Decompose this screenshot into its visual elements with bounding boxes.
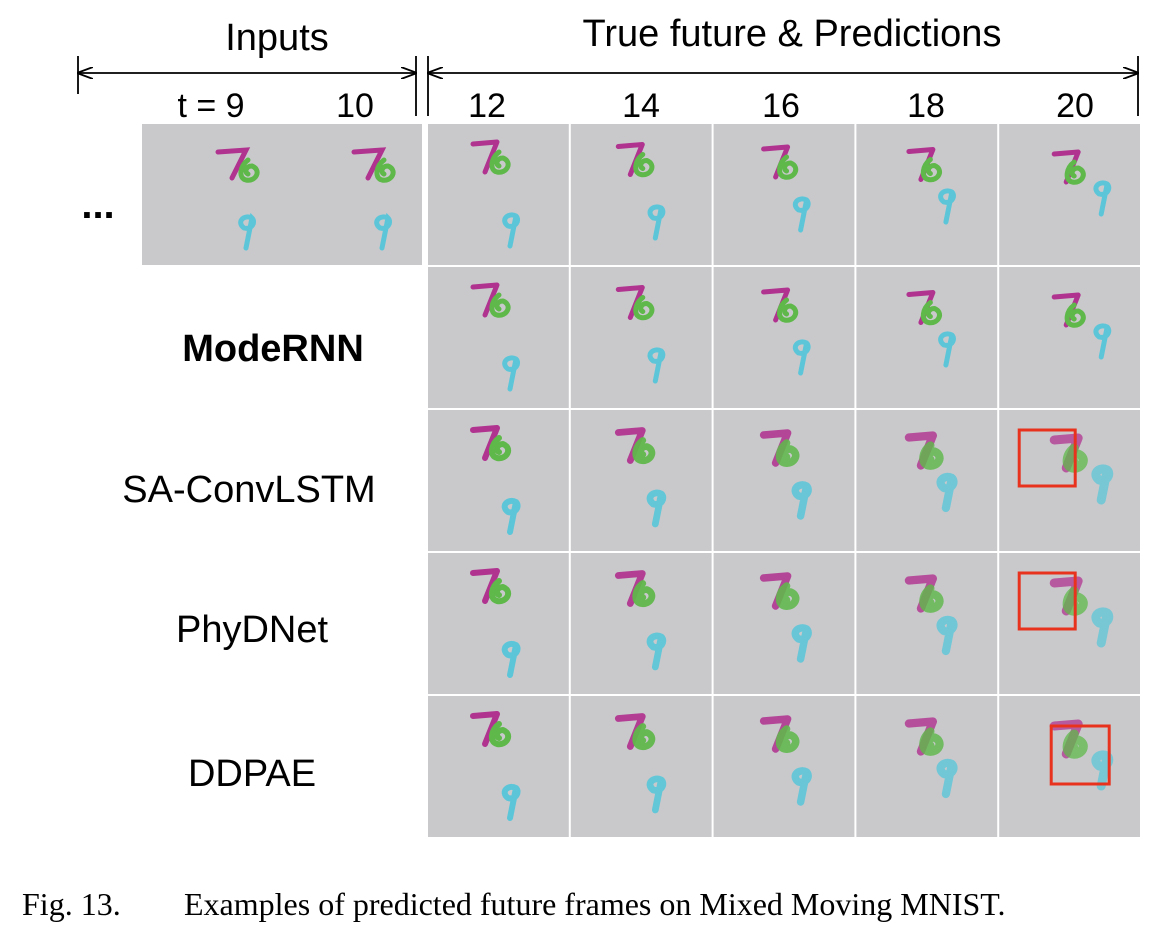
frame-row0-t14 <box>570 124 712 265</box>
frame-row3-t14 <box>570 553 712 694</box>
frame-row1-t16 <box>713 267 855 408</box>
timestep-label-t10: 10 <box>336 87 374 125</box>
inputs-header: Inputs <box>225 17 329 59</box>
row-label-ddpae: DDPAE <box>188 753 316 795</box>
frame-row1-t18 <box>856 267 998 408</box>
frame-row2-t12 <box>428 410 569 551</box>
timestep-label-t9: t = 9 <box>177 87 244 125</box>
frame-row2-t18 <box>856 410 998 551</box>
input-frame-t9 <box>215 147 260 251</box>
frame-row4-t12 <box>428 696 569 837</box>
timestep-label-t20: 20 <box>1056 87 1094 125</box>
frame-row1-t14 <box>570 267 712 408</box>
frame-row0-t16 <box>713 124 855 265</box>
frame-row4-t16 <box>713 696 855 837</box>
frame-row2-t14 <box>570 410 712 551</box>
frame-row0-t18 <box>856 124 998 265</box>
timestep-label-t12: 12 <box>468 87 506 125</box>
frame-row4-t18 <box>856 696 998 837</box>
ellipsis: ... <box>81 183 114 227</box>
frame-row2-t20 <box>999 410 1140 551</box>
future-header: True future & Predictions <box>583 13 1002 55</box>
row-label-sa-convlstm: SA-ConvLSTM <box>122 469 375 511</box>
row-label-phydnet: PhyDNet <box>176 609 328 651</box>
timestep-label-t16: 16 <box>762 87 800 125</box>
frame-row1-t12 <box>428 267 569 408</box>
frame-row3-t16 <box>713 553 855 694</box>
frame-row4-t20 <box>999 696 1140 837</box>
frame-row1-t20 <box>999 267 1140 408</box>
frame-row0-t20 <box>999 124 1140 265</box>
highlight-box-row3 <box>1017 571 1077 631</box>
prediction-frames-grid <box>428 124 1140 837</box>
highlight-box-row4 <box>1049 724 1111 786</box>
row-label-moderrnn: ModeRNN <box>182 328 364 370</box>
timestep-label-t18: 18 <box>907 87 945 125</box>
input-frames-panel <box>142 124 422 265</box>
caption-text: Examples of predicted future frames on M… <box>184 886 1005 922</box>
frame-row0-t12 <box>428 124 569 265</box>
frame-row3-t20 <box>999 553 1140 694</box>
frame-row4-t14 <box>570 696 712 837</box>
timestep-label-t14: 14 <box>622 87 660 125</box>
frame-row3-t18 <box>856 553 998 694</box>
highlight-box-row2 <box>1017 428 1077 488</box>
frame-row3-t12 <box>428 553 569 694</box>
frame-row2-t16 <box>713 410 855 551</box>
caption-number: Fig. 13. <box>22 886 121 922</box>
input-frame-t10 <box>351 147 396 251</box>
